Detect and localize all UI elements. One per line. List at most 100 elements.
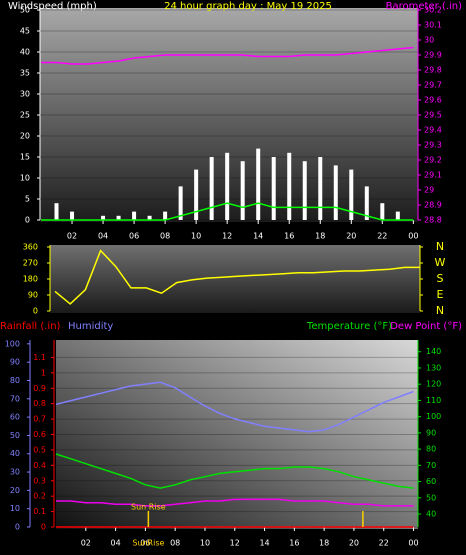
series-line: [56, 498, 414, 507]
y-tick-label: 29.8: [424, 66, 442, 75]
x-tick-label: 06: [129, 232, 139, 241]
bar: [333, 165, 338, 220]
series-line: [54, 249, 420, 305]
y-tick-label: 15: [20, 153, 30, 162]
y-tick-label: 50: [10, 431, 20, 440]
y-tick-label: 0.7: [33, 415, 46, 424]
bar: [240, 161, 245, 220]
y-tick-label: W: [435, 256, 446, 269]
bar: [287, 152, 292, 220]
x-tick-label: 22: [377, 232, 387, 241]
y-tick-label: 90: [426, 428, 436, 437]
x-tick-label: 04: [110, 539, 120, 548]
x-tick-label: 16: [289, 539, 299, 548]
bar: [395, 211, 400, 220]
y-tick-label: 0: [33, 307, 38, 316]
bar: [147, 215, 152, 220]
y-tick-label: 270: [23, 259, 38, 268]
axis-title: Rainfall (.in): [0, 321, 61, 332]
axis-title: Humidity: [68, 321, 113, 332]
y-tick-label: 0.1: [33, 507, 46, 516]
y-tick-label: 29.3: [424, 141, 442, 150]
x-tick-label: 12: [230, 539, 240, 548]
y-tick-label: 20: [10, 486, 20, 495]
y-tick-label: 70: [10, 394, 20, 403]
bar: [256, 148, 261, 220]
x-tick-label: 18: [319, 539, 329, 548]
x-tick-label: 20: [346, 232, 356, 241]
series-line: [41, 46, 414, 65]
y-tick-label: 0.9: [33, 384, 46, 393]
x-tick-label: 12: [222, 232, 232, 241]
y-tick-label: 29: [424, 186, 434, 195]
y-tick-label: 29.2: [424, 156, 442, 165]
y-tick-label: E: [437, 288, 444, 301]
x-tick-label: 00: [408, 539, 418, 548]
y-tick-label: 80: [10, 376, 20, 385]
x-tick-label: 02: [81, 539, 91, 548]
x-tick-label: 20: [349, 539, 359, 548]
x-tick-label: 16: [284, 232, 294, 241]
y-tick-label: 90: [28, 291, 38, 300]
y-tick-label: S: [437, 272, 444, 285]
bar: [318, 157, 323, 220]
y-tick-label: 29.1: [424, 171, 442, 180]
x-tick-label: 18: [315, 232, 325, 241]
bar: [302, 161, 307, 220]
annotation: Sun Rise: [131, 503, 166, 512]
bar: [132, 211, 137, 220]
y-tick-label: 180: [23, 275, 38, 284]
chart-title: 24 hour graph day : May 19 2025: [164, 1, 332, 12]
series-line: [41, 202, 414, 221]
y-tick-label: 0: [41, 523, 46, 532]
axis-title: Windspeed (mph): [8, 1, 97, 12]
x-tick-label: 10: [191, 232, 201, 241]
x-tick-label: 14: [259, 539, 269, 548]
x-tick-label: 06: [140, 539, 150, 548]
y-tick-label: 20: [20, 132, 30, 141]
x-tick-label: 08: [170, 539, 180, 548]
y-tick-label: 100: [5, 339, 20, 348]
y-tick-label: 1: [41, 368, 46, 377]
bar: [101, 215, 106, 220]
axis-title: Dew Point (°F): [390, 321, 462, 332]
y-tick-label: 60: [426, 477, 436, 486]
bar: [54, 203, 59, 220]
y-tick-label: 35: [20, 69, 30, 78]
y-tick-label: 29.5: [424, 111, 442, 120]
y-tick-label: 30: [424, 36, 434, 45]
y-tick-label: 60: [10, 413, 20, 422]
series-line: [55, 453, 414, 489]
bar: [163, 211, 168, 220]
axis-title: Barometer (.in): [386, 1, 462, 12]
y-tick-label: 30.1: [424, 21, 442, 30]
y-tick-label: 30: [20, 90, 30, 99]
axis-title: Temperature (°F): [306, 321, 392, 332]
bar: [116, 215, 121, 220]
bar: [364, 186, 369, 220]
y-tick-label: N: [436, 304, 444, 317]
y-tick-label: 0.5: [33, 445, 46, 454]
y-tick-label: 1.1: [33, 353, 46, 362]
y-tick-label: 29.4: [424, 126, 442, 135]
y-tick-label: 0.2: [33, 492, 46, 501]
y-tick-label: 25: [20, 111, 30, 120]
y-tick-label: 28.9: [424, 201, 442, 210]
bar: [349, 169, 354, 220]
y-tick-label: 5: [25, 195, 30, 204]
y-tick-label: 120: [426, 380, 441, 389]
y-tick-label: 45: [20, 27, 30, 36]
bar: [271, 157, 276, 220]
y-tick-label: 40: [10, 449, 20, 458]
y-tick-label: 70: [426, 461, 436, 470]
y-tick-label: 0.4: [33, 461, 46, 470]
y-tick-label: 130: [426, 363, 441, 372]
y-tick-label: 30.2: [424, 6, 442, 15]
y-tick-label: 29.7: [424, 81, 442, 90]
y-tick-label: 40: [20, 48, 30, 57]
x-tick-label: 08: [160, 232, 170, 241]
series-line: [55, 381, 414, 433]
x-tick-label: 22: [379, 539, 389, 548]
